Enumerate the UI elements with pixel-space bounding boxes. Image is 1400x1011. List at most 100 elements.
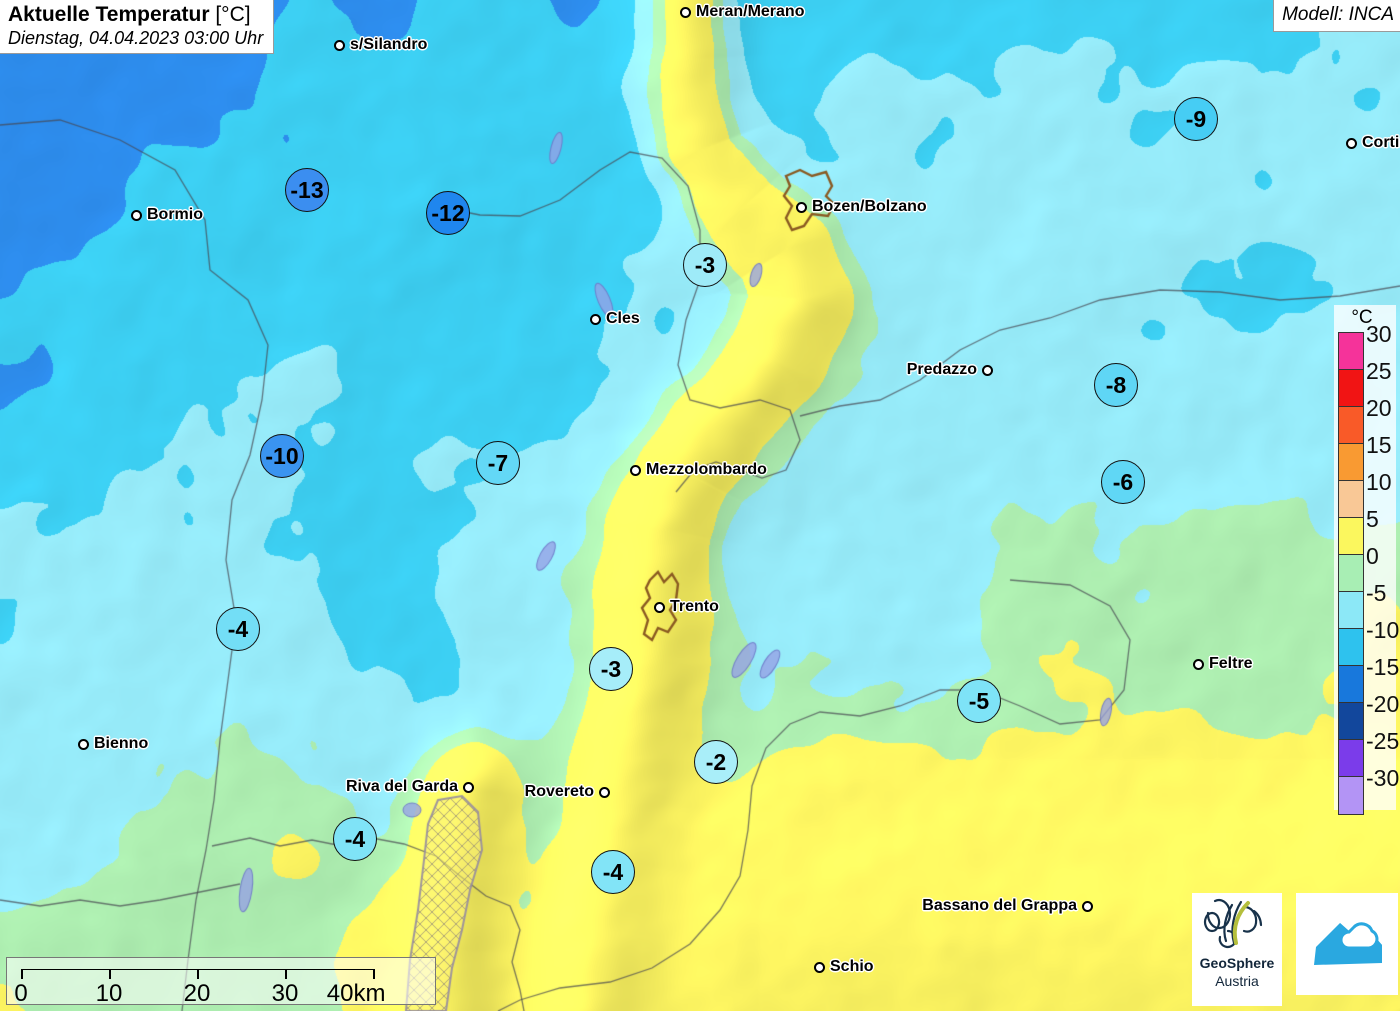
city-label: Predazzo bbox=[907, 361, 993, 379]
city-label: Bozen/Bolzano bbox=[796, 198, 927, 216]
colorbar-band: 20 bbox=[1339, 395, 1392, 444]
city-label: Bienno bbox=[78, 735, 148, 753]
station-temperature-marker[interactable]: -3 bbox=[589, 647, 633, 691]
colorbar-band-label: -10 bbox=[1366, 617, 1400, 643]
scalebar-end-label: 40km bbox=[326, 980, 386, 1007]
map-timestamp: Dienstag, 04.04.2023 03:00 Uhr bbox=[8, 27, 264, 48]
city-marker-icon bbox=[131, 209, 142, 221]
geosphere-mark-icon bbox=[1203, 898, 1263, 949]
city-label: s/Silandro bbox=[334, 36, 427, 54]
city-marker-icon bbox=[654, 601, 665, 613]
city-label: Bormio bbox=[131, 206, 203, 224]
colorbar-band: 5 bbox=[1339, 506, 1379, 555]
station-temperature-marker[interactable]: -5 bbox=[957, 679, 1001, 723]
colorbar-band-label: -20 bbox=[1366, 691, 1400, 717]
station-temperature-marker[interactable]: -4 bbox=[591, 850, 635, 894]
colorbar-band-label: 0 bbox=[1366, 543, 1379, 569]
colorbar-band-label: 10 bbox=[1366, 469, 1392, 495]
city-marker-icon bbox=[630, 464, 641, 476]
map-title-box: Aktuelle Temperatur [°C] Dienstag, 04.04… bbox=[0, 0, 275, 54]
city-marker-icon bbox=[590, 313, 601, 325]
title-unit-text: [°C] bbox=[215, 3, 251, 26]
page-title: Aktuelle Temperatur [°C] bbox=[8, 3, 263, 27]
city-marker-icon bbox=[78, 738, 89, 750]
station-temperature-marker[interactable]: -9 bbox=[1174, 97, 1218, 141]
model-label: Modell: INCA bbox=[1273, 0, 1400, 32]
colorbar-band-label: 20 bbox=[1366, 395, 1392, 421]
colorbar-band-label: 30 bbox=[1366, 321, 1392, 347]
colorbar-unit-label: °C bbox=[1351, 307, 1373, 328]
city-marker-icon bbox=[814, 961, 825, 973]
city-name-text: Feltre bbox=[1209, 655, 1253, 672]
colorbar-band: 25 bbox=[1339, 358, 1392, 407]
colorbar-band: -10 bbox=[1339, 617, 1399, 666]
scalebar-tick-label: 20 bbox=[183, 980, 211, 1007]
scalebar-tick bbox=[373, 969, 375, 979]
station-temperature-marker[interactable]: -6 bbox=[1101, 460, 1145, 504]
city-name-text: Rovereto bbox=[524, 783, 594, 800]
colorbar-band: -15 bbox=[1339, 654, 1399, 703]
station-temperature-marker[interactable]: -2 bbox=[694, 740, 738, 784]
geosphere-austria-logo: GeoSphere Austria bbox=[1192, 893, 1282, 1006]
station-temperature-marker[interactable]: -10 bbox=[260, 434, 304, 478]
colorbar-band-label: 5 bbox=[1366, 506, 1379, 532]
geosphere-logo-line1: GeoSphere bbox=[1199, 955, 1275, 971]
colorbar-band: 30 bbox=[1339, 321, 1392, 370]
city-name-text: Bassano del Grappa bbox=[922, 897, 1077, 914]
scalebar-tick-label: 0 bbox=[14, 980, 28, 1007]
scalebar-tick bbox=[21, 969, 23, 979]
colorbar-band: -25 bbox=[1339, 728, 1399, 777]
station-temperature-marker[interactable]: -7 bbox=[476, 441, 520, 485]
city-marker-icon bbox=[334, 39, 345, 51]
city-marker-icon bbox=[982, 364, 993, 376]
temperature-colorbar-legend: °C 30 25 20 15 10 5 0 -5 -10 -15 -20 -25 -30 bbox=[1334, 305, 1399, 815]
scalebar-tick bbox=[109, 969, 111, 979]
city-label: Trento bbox=[654, 598, 719, 616]
colorbar-band: 15 bbox=[1339, 432, 1392, 481]
colorbar-band: -30 bbox=[1339, 765, 1399, 814]
city-marker-icon bbox=[1193, 658, 1204, 670]
title-main-text: Aktuelle Temperatur bbox=[8, 3, 210, 26]
partner-logo bbox=[1296, 893, 1398, 995]
city-marker-icon bbox=[1346, 137, 1357, 149]
city-label: Feltre bbox=[1193, 655, 1253, 673]
station-temperature-marker[interactable]: -4 bbox=[216, 607, 260, 651]
city-marker-icon bbox=[599, 786, 610, 798]
colorbar-band-label: -15 bbox=[1366, 654, 1400, 680]
colorbar-band: -5 bbox=[1339, 580, 1386, 629]
scalebar-tick-label: 30 bbox=[271, 980, 299, 1007]
city-name-text: Predazzo bbox=[906, 361, 977, 378]
colorbar-band: 0 bbox=[1339, 543, 1379, 592]
station-temperature-marker[interactable]: -3 bbox=[683, 243, 727, 287]
city-name-text: Meran/Merano bbox=[696, 3, 805, 20]
scalebar-tick-label: 10 bbox=[95, 980, 123, 1007]
geosphere-logo-line2: Austria bbox=[1215, 973, 1259, 989]
colorbar-swatches: 30 25 20 15 10 5 0 -5 -10 -15 -20 -25 -30 bbox=[1338, 321, 1399, 815]
colorbar-band: -20 bbox=[1339, 691, 1399, 740]
city-label: Bassano del Grappa bbox=[922, 897, 1093, 915]
scalebar-tick bbox=[285, 969, 287, 979]
station-temperature-marker[interactable]: -8 bbox=[1094, 363, 1138, 407]
city-name-text: Bozen/Bolzano bbox=[812, 198, 927, 215]
colorbar-band-label: -25 bbox=[1366, 728, 1400, 754]
city-name-text: s/Silandro bbox=[350, 36, 428, 53]
city-name-text: Cortina bbox=[1362, 134, 1400, 151]
city-name-text: Trento bbox=[670, 598, 719, 615]
city-name-text: Riva del Garda bbox=[345, 778, 458, 795]
colorbar-band-label: -5 bbox=[1366, 580, 1387, 606]
station-temperature-marker[interactable]: -12 bbox=[426, 191, 470, 235]
city-label: Riva del Garda bbox=[346, 778, 474, 796]
colorbar-band-label: 15 bbox=[1366, 432, 1392, 458]
station-temperature-marker[interactable]: -4 bbox=[333, 817, 377, 861]
city-name-text: Mezzolombardo bbox=[646, 461, 767, 478]
city-label: Schio bbox=[814, 958, 874, 976]
colorbar-band-label: 25 bbox=[1366, 358, 1392, 384]
colorbar-band-label: -30 bbox=[1366, 765, 1400, 791]
city-label: Mezzolombardo bbox=[630, 461, 767, 479]
city-label: Rovereto bbox=[525, 783, 610, 801]
city-marker-icon bbox=[463, 781, 474, 793]
station-temperature-marker[interactable]: -13 bbox=[285, 168, 329, 212]
scalebar-tick bbox=[197, 969, 199, 979]
city-name-text: Bormio bbox=[147, 206, 203, 223]
